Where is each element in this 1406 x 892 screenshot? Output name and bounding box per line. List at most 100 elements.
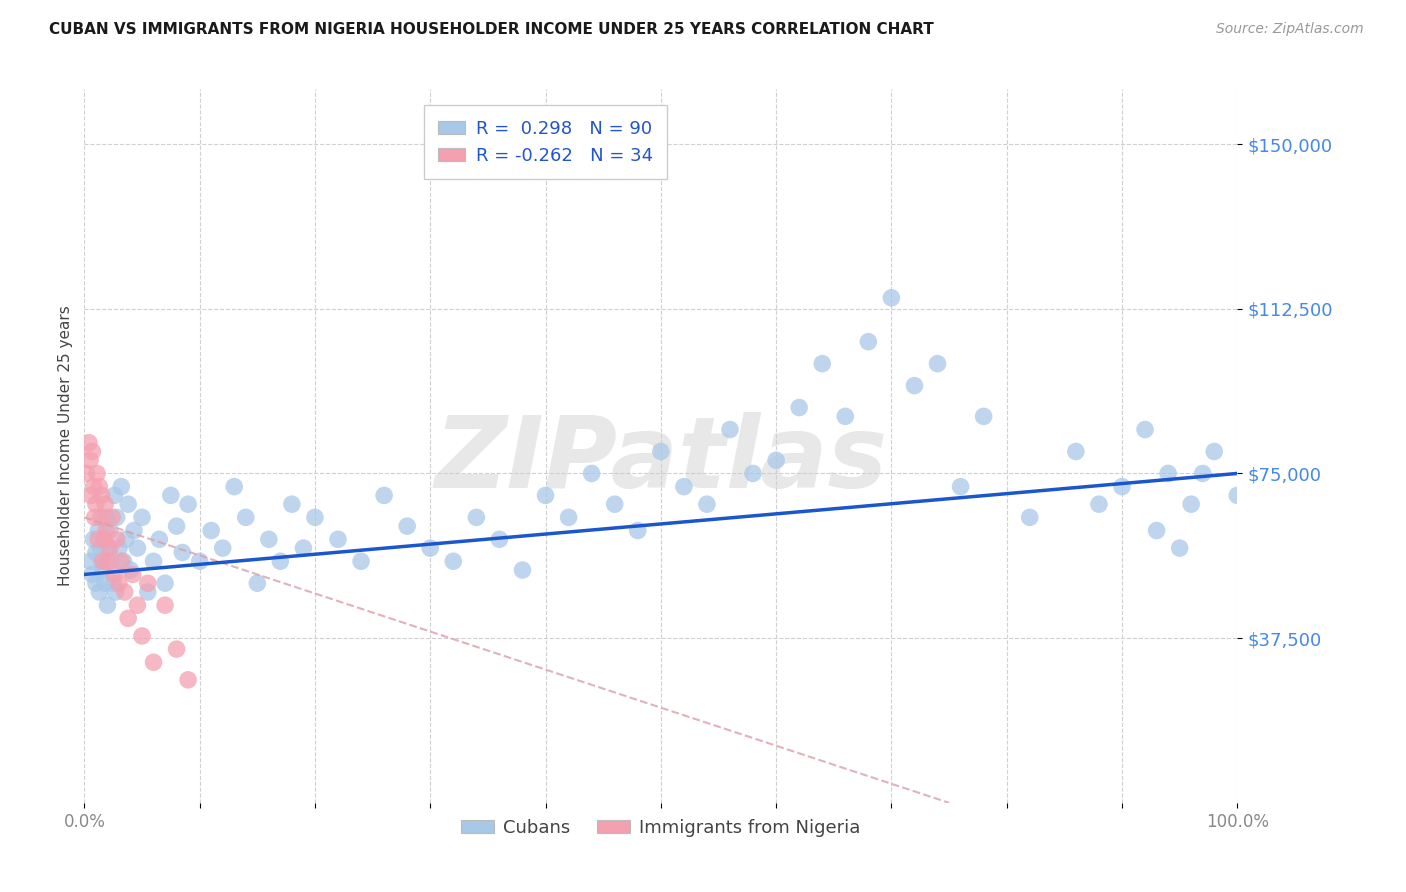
- Point: [90, 554, 112, 568]
- Point: [153, 598, 176, 612]
- Point: [100, 554, 122, 568]
- Point: [373, 488, 395, 502]
- Point: [120, 563, 142, 577]
- Point: [257, 533, 280, 547]
- Point: [811, 357, 834, 371]
- Point: [80, 488, 103, 502]
- Point: [90, 488, 112, 502]
- Point: [1088, 497, 1111, 511]
- Point: [1018, 510, 1040, 524]
- Point: [77, 435, 100, 450]
- Point: [153, 576, 176, 591]
- Point: [1226, 488, 1249, 502]
- Point: [166, 642, 188, 657]
- Point: [89, 541, 111, 555]
- Point: [108, 541, 131, 555]
- Point: [83, 510, 105, 524]
- Legend: Cubans, Immigrants from Nigeria: Cubans, Immigrants from Nigeria: [454, 812, 868, 844]
- Point: [82, 567, 104, 582]
- Point: [1204, 444, 1226, 458]
- Point: [465, 510, 488, 524]
- Point: [973, 409, 995, 424]
- Point: [103, 488, 125, 502]
- Point: [103, 567, 125, 582]
- Point: [172, 545, 194, 559]
- Point: [650, 444, 672, 458]
- Point: [188, 554, 211, 568]
- Point: [91, 563, 114, 577]
- Point: [105, 510, 128, 524]
- Text: Source: ZipAtlas.com: Source: ZipAtlas.com: [1216, 22, 1364, 37]
- Point: [93, 533, 115, 547]
- Point: [83, 533, 105, 547]
- Point: [200, 524, 222, 538]
- Point: [1157, 467, 1180, 481]
- Y-axis label: Householder Income Under 25 years: Householder Income Under 25 years: [58, 306, 73, 586]
- Point: [557, 510, 579, 524]
- Point: [122, 524, 145, 538]
- Point: [127, 541, 149, 555]
- Point: [488, 533, 510, 547]
- Point: [949, 480, 972, 494]
- Point: [224, 480, 246, 494]
- Point: [269, 554, 291, 568]
- Point: [127, 598, 149, 612]
- Point: [148, 533, 170, 547]
- Point: [89, 510, 111, 524]
- Point: [84, 545, 107, 559]
- Point: [87, 533, 110, 547]
- Point: [131, 510, 153, 524]
- Point: [211, 541, 233, 555]
- Point: [581, 467, 603, 481]
- Point: [84, 497, 107, 511]
- Point: [292, 541, 315, 555]
- Point: [93, 533, 115, 547]
- Point: [696, 497, 718, 511]
- Text: CUBAN VS IMMIGRANTS FROM NIGERIA HOUSEHOLDER INCOME UNDER 25 YEARS CORRELATION C: CUBAN VS IMMIGRANTS FROM NIGERIA HOUSEHO…: [49, 22, 934, 37]
- Point: [101, 510, 124, 524]
- Point: [1180, 497, 1202, 511]
- Point: [396, 519, 419, 533]
- Point: [1168, 541, 1191, 555]
- Point: [98, 541, 121, 555]
- Point: [103, 576, 124, 591]
- Text: ZIPatlas: ZIPatlas: [434, 412, 887, 508]
- Point: [235, 510, 257, 524]
- Point: [281, 497, 304, 511]
- Point: [117, 497, 139, 511]
- Point: [742, 467, 765, 481]
- Point: [76, 467, 98, 481]
- Point: [96, 510, 118, 524]
- Point: [858, 334, 880, 349]
- Point: [112, 554, 135, 568]
- Point: [115, 533, 138, 547]
- Point: [1146, 524, 1168, 538]
- Point: [627, 524, 650, 538]
- Point: [84, 576, 107, 591]
- Point: [534, 488, 557, 502]
- Point: [79, 453, 101, 467]
- Point: [246, 576, 269, 591]
- Point: [1111, 480, 1133, 494]
- Point: [326, 533, 349, 547]
- Point: [177, 673, 200, 687]
- Point: [89, 480, 111, 494]
- Point: [96, 554, 118, 568]
- Point: [89, 585, 111, 599]
- Point: [927, 357, 949, 371]
- Point: [82, 444, 104, 458]
- Point: [105, 533, 128, 547]
- Point: [765, 453, 787, 467]
- Point: [96, 524, 118, 538]
- Point: [136, 576, 159, 591]
- Point: [94, 576, 117, 591]
- Point: [114, 585, 136, 599]
- Point: [177, 497, 200, 511]
- Point: [121, 567, 143, 582]
- Point: [166, 519, 188, 533]
- Point: [1133, 423, 1156, 437]
- Point: [96, 598, 118, 612]
- Point: [603, 497, 626, 511]
- Point: [512, 563, 534, 577]
- Point: [110, 554, 132, 568]
